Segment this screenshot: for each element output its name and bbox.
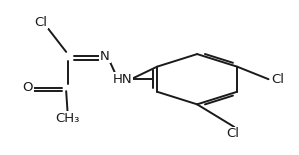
Text: N: N <box>100 50 110 63</box>
Text: HN: HN <box>113 73 132 86</box>
Text: Cl: Cl <box>34 16 47 29</box>
Text: O: O <box>22 81 33 94</box>
Text: CH₃: CH₃ <box>56 112 80 125</box>
Text: Cl: Cl <box>226 127 239 140</box>
Text: Cl: Cl <box>271 73 284 86</box>
